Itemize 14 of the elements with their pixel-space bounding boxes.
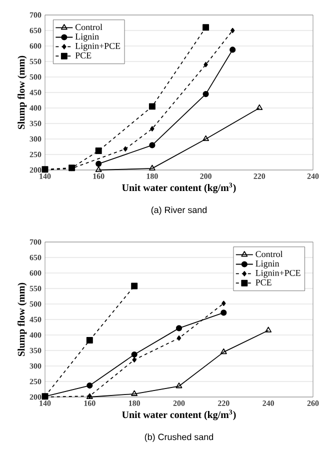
x-axis-title: Unit water content (kg/m$^{3}$) bbox=[122, 410, 236, 420]
x-axis-title: Unit water content (kg/m$^{3}$) bbox=[122, 182, 236, 194]
text: (a) River sand bbox=[151, 206, 207, 215]
legend-label: Lignin bbox=[256, 260, 280, 268]
legend-label: Lignin+PCE bbox=[75, 42, 120, 51]
legend-label: PCE bbox=[256, 279, 272, 286]
legend-label: Control bbox=[76, 24, 102, 30]
text: (b) Crushed sand bbox=[144, 434, 214, 442]
legend-label: Lignin+PCE bbox=[256, 270, 300, 278]
legend-label: Lignin bbox=[75, 34, 99, 42]
y-axis-title: Slump flow (mm) bbox=[18, 56, 27, 130]
legend-label: Control bbox=[256, 250, 283, 258]
y-axis-title: Slump flow (mm) bbox=[18, 282, 27, 356]
legend-label: PCE bbox=[75, 52, 92, 58]
